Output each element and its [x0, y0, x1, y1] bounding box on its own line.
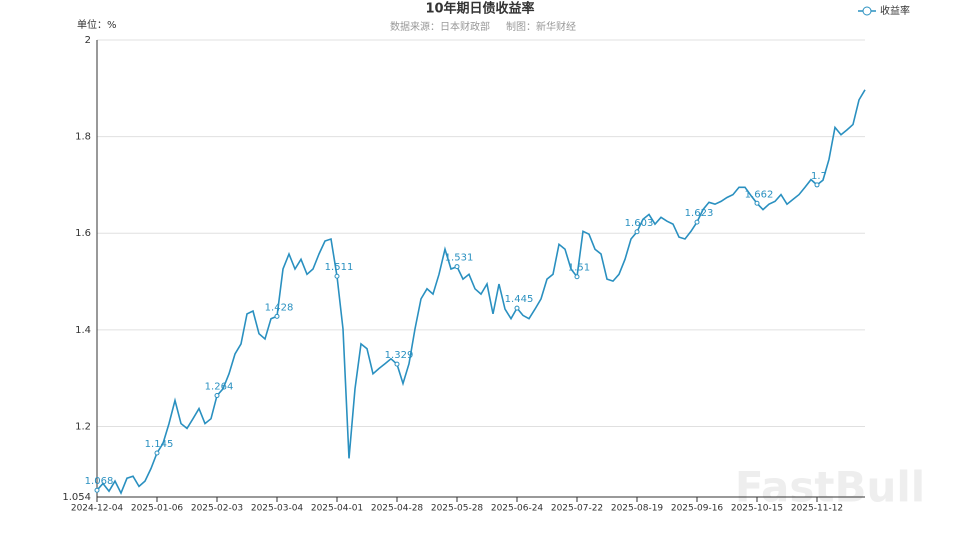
x-tick-label: 2025-03-04: [251, 504, 304, 514]
data-label: 1.264: [205, 382, 234, 393]
data-label: 1.511: [325, 262, 354, 273]
source: 数据来源：日本财政部: [390, 20, 490, 33]
point: [634, 229, 640, 235]
unit-label: 单位：%: [77, 18, 117, 31]
data-label: 1.145: [145, 439, 174, 450]
data-label: 1.7: [811, 171, 827, 182]
watermark: FastBull: [735, 463, 925, 512]
y-tick-label: 1.6: [75, 228, 91, 239]
point: [694, 219, 700, 225]
point: [334, 273, 340, 279]
x-tick-label: 2025-04-01: [311, 504, 363, 514]
data-label: 1.603: [625, 218, 654, 229]
legend-label: 收益率: [880, 4, 910, 17]
x-tick-label: 2025-05-28: [431, 504, 484, 514]
data-label: 1.445: [505, 294, 534, 305]
y-tick-label: 2: [85, 35, 91, 46]
x-tick-label: 2025-04-28: [371, 504, 424, 514]
y-tick-label: 1.054: [62, 492, 91, 503]
point: [454, 264, 460, 270]
x-tick-label: 2025-07-22: [551, 504, 603, 514]
x-tick-label: 2025-11-12: [791, 504, 843, 514]
data-label: 1.068: [85, 476, 114, 487]
legend-marker: [862, 6, 872, 16]
x-tick-label: 2025-02-03: [191, 504, 243, 514]
chart-title: 10年期日债收益率: [425, 1, 534, 17]
data-label: 1.329: [385, 350, 414, 361]
data-label: 1.623: [685, 208, 714, 219]
y-tick-label: 1.8: [75, 132, 91, 143]
x-tick-label: 2025-01-06: [131, 504, 184, 514]
data-label: 1.428: [265, 302, 294, 313]
x-tick-label: 2025-08-19: [611, 504, 664, 514]
maker: 制图：新华财经: [506, 20, 576, 33]
point: [214, 393, 220, 399]
x-tick-label: 2025-09-16: [671, 504, 724, 514]
point: [754, 200, 760, 206]
point: [574, 274, 580, 280]
point: [394, 361, 400, 367]
y-tick-label: 1.4: [75, 325, 91, 336]
data-label: 1.531: [445, 253, 474, 264]
x-tick-label: 2024-12-04: [71, 504, 124, 514]
point: [154, 450, 160, 456]
point: [94, 487, 100, 493]
data-label: 1.51: [568, 263, 590, 274]
x-tick-label: 2025-06-24: [491, 504, 544, 514]
point: [814, 182, 820, 188]
y-tick-label: 1.2: [75, 421, 91, 432]
line: [96, 89, 866, 496]
point: [514, 305, 520, 311]
point: [274, 313, 280, 319]
data-label: 1.662: [745, 189, 774, 200]
x-tick-label: 2025-10-15: [731, 504, 783, 514]
